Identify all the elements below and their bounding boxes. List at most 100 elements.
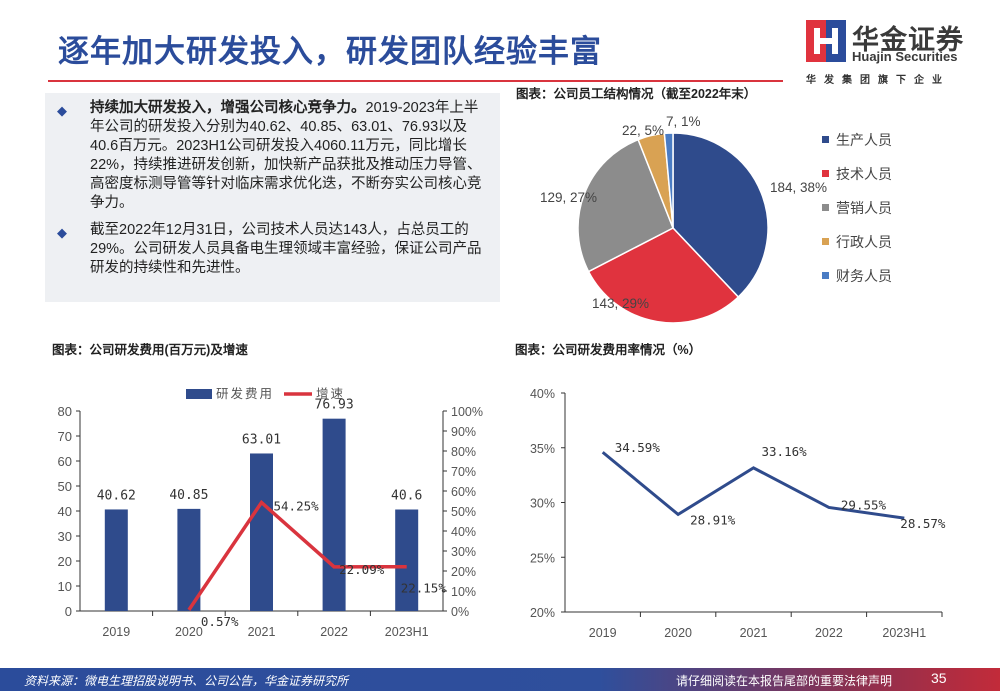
pie-data-label: 7, 1% (666, 114, 701, 129)
diamond-bullet-icon: ◆ (57, 103, 67, 118)
y2-tick-label: 20% (451, 565, 476, 579)
x-tick-label: 2019 (102, 625, 130, 639)
x-tick-label: 2023H1 (882, 626, 926, 640)
x-tick-label: 2020 (664, 626, 692, 640)
pie-slice-5 (663, 132, 674, 229)
x-tick-label: 2021 (740, 626, 768, 640)
ratio-line (601, 451, 905, 520)
legend-label: 生产人员 (836, 132, 892, 148)
y-tick-label: 25% (530, 551, 555, 565)
y2-tick-label: 70% (451, 465, 476, 479)
y-tick-label: 0 (65, 604, 72, 619)
pie-data-label: 129, 27% (540, 190, 597, 205)
x-tick-label: 2020 (175, 625, 203, 639)
y2-tick-label: 80% (451, 445, 476, 459)
source-note: 资料来源：微电生理招股说明书、公司公告，华金证券研究所 (24, 674, 349, 688)
y2-tick-label: 100% (451, 405, 483, 419)
bullet-1-heading: 持续加大研发投入，增强公司核心竞争力。 (90, 100, 366, 116)
y-tick-label: 20 (58, 554, 72, 569)
bullet-2-text: 截至2022年12月31日，公司技术人员达143人，占总员工的29%。公司研发人… (90, 222, 482, 276)
line-data-label: 0.57% (201, 614, 239, 629)
pie-slice-1 (672, 132, 769, 299)
summary-box: ◆ 持续加大研发投入，增强公司核心竞争力。2019-2023年上半年公司的研发投… (45, 93, 500, 302)
line-data-label: 34.59% (615, 440, 661, 455)
y-tick-label: 30 (58, 529, 72, 544)
line-data-label: 28.57% (900, 516, 946, 531)
line-data-label: 28.91% (690, 512, 736, 527)
line-data-label: 33.16% (762, 444, 808, 459)
bar-data-label: 40.62 (97, 488, 136, 503)
line-chart-title: 图表：公司研发费用率情况（%） (515, 343, 702, 357)
charts-canvas: 184, 38% 生产人员 143, 29% 技术人员 129, 27% 营销人员 22, … (58, 114, 946, 640)
bullet-1-text: 2019-2023年上半年公司的研发投入分别为40.62、40.85、63.01… (90, 100, 482, 211)
legal-disclaimer: 请仔细阅读在本报告尾部的重要法律声明 (676, 674, 893, 688)
x-tick-label: 2022 (320, 625, 348, 639)
y-tick-label: 80 (58, 404, 72, 419)
legend-label: 财务人员 (836, 268, 892, 284)
y-tick-label: 60 (58, 454, 72, 469)
page-number: 35 (931, 670, 947, 686)
bar-data-label: 40.85 (169, 488, 208, 503)
legend-swatch-bar (186, 389, 212, 399)
y-tick-label: 40% (530, 387, 555, 401)
y2-tick-label: 40% (451, 525, 476, 539)
y-tick-label: 40 (58, 504, 72, 519)
y-tick-label: 10 (58, 579, 72, 594)
logo-tagline: 华发集团旗下企业 (806, 75, 950, 86)
logo-name-cn: 华金证券 (852, 25, 964, 55)
x-tick-label: 2021 (248, 625, 276, 639)
pie-slice-3 (577, 138, 674, 273)
y-tick-label: 50 (58, 479, 72, 494)
y2-tick-label: 0% (451, 605, 469, 619)
bar-data-label: 63.01 (242, 432, 281, 447)
bullet-2: 截至2022年12月31日，公司技术人员达143人，占总员工的29%。公司研发人… (90, 221, 490, 278)
company-logo: 华金证券 Huajin Securities 华发集团旗下企业 (806, 18, 986, 88)
pie-chart-title: 图表：公司员工结构情况（截至2022年末） (516, 87, 757, 101)
legend-label: 研发费用 (216, 386, 274, 401)
title-divider (48, 80, 783, 82)
page-title: 逐年加大研发投入，研发团队经验丰富 (58, 34, 602, 69)
y2-tick-label: 50% (451, 505, 476, 519)
bar (104, 509, 128, 611)
growth-line (187, 499, 407, 611)
legend-label: 行政人员 (836, 234, 892, 250)
legend-swatch (822, 238, 829, 245)
bar (322, 418, 346, 611)
legend-label: 营销人员 (836, 200, 892, 216)
line-data-label: 54.25% (274, 499, 320, 514)
pie-data-label: 22, 5% (622, 123, 664, 138)
pie-slice-2 (587, 227, 740, 324)
y2-tick-label: 90% (451, 425, 476, 439)
footer-bar: 资料来源：微电生理招股说明书、公司公告，华金证券研究所 请仔细阅读在本报告尾部的… (0, 668, 1000, 691)
legend-swatch (822, 136, 829, 143)
logo-name-en: Huajin Securities (852, 49, 958, 64)
logo-mark-icon (806, 20, 846, 62)
x-tick-label: 2022 (815, 626, 843, 640)
pie-data-label: 143, 29% (592, 296, 649, 311)
y-tick-label: 20% (530, 606, 555, 620)
legend-label: 增速 (316, 386, 345, 401)
y2-tick-label: 30% (451, 545, 476, 559)
legend-label: 技术人员 (836, 166, 892, 182)
bar (250, 453, 273, 611)
bar (395, 509, 419, 611)
diamond-bullet-icon: ◆ (57, 225, 67, 240)
legend-swatch (822, 272, 829, 279)
bullet-1: 持续加大研发投入，增强公司核心竞争力。2019-2023年上半年公司的研发投入分… (90, 99, 490, 213)
bar-data-label: 40.6 (391, 489, 422, 504)
bar-data-label: 76.93 (315, 398, 354, 413)
pie-data-label: 184, 38% (770, 180, 827, 195)
bar-chart-title: 图表：公司研发费用(百万元)及增速 (52, 343, 248, 357)
line-data-label: 29.55% (841, 497, 887, 512)
y-tick-label: 30% (530, 497, 555, 511)
line-data-label: 22.09% (339, 562, 385, 577)
x-tick-label: 2019 (589, 626, 617, 640)
y-tick-label: 70 (58, 429, 72, 444)
y-tick-label: 35% (530, 442, 555, 456)
x-tick-label: 2023H1 (385, 625, 429, 639)
y2-tick-label: 60% (451, 485, 476, 499)
bar (177, 508, 201, 611)
y2-tick-label: 10% (451, 585, 476, 599)
line-data-label: 22.15% (401, 581, 447, 596)
legend-swatch (822, 204, 829, 211)
